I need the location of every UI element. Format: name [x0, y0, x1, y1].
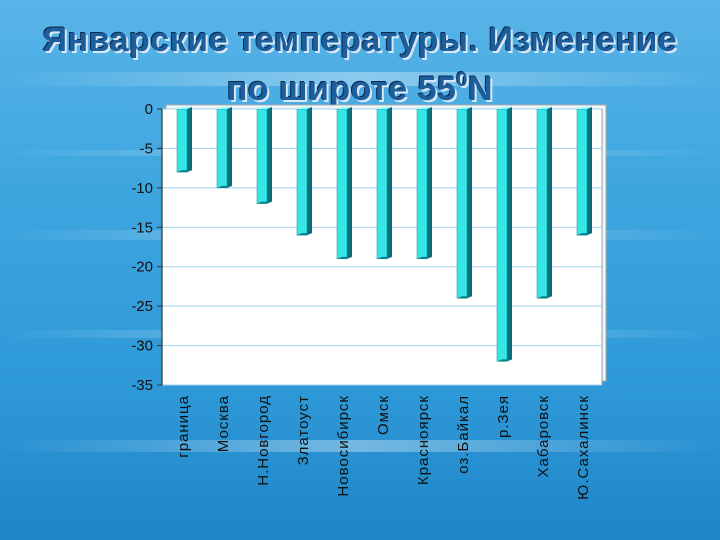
x-category-label: р.Зея	[495, 395, 512, 438]
y-tick-label: 0	[145, 101, 153, 118]
y-tick-label: -25	[131, 298, 153, 315]
bar-side	[307, 107, 312, 236]
bar-top	[497, 107, 512, 109]
bar-front	[256, 108, 268, 204]
bar-side	[427, 107, 432, 259]
title-line-2: по широте 550N	[0, 60, 720, 109]
bar-side	[347, 107, 352, 259]
bar-bottom	[537, 296, 552, 299]
bar-side	[547, 107, 552, 299]
bar-front	[576, 108, 588, 236]
slide-title: Январские температуры. Изменение по широ…	[0, 20, 720, 109]
bar-6	[376, 107, 392, 260]
bar-front	[336, 108, 348, 260]
bar-front	[216, 108, 228, 189]
y-tick-label: -15	[131, 219, 153, 236]
bar-7	[416, 107, 432, 260]
x-category-label: Москва	[215, 395, 232, 452]
bar-top	[337, 107, 352, 109]
x-category-label: Хабаровск	[535, 395, 552, 477]
bar-front	[376, 108, 388, 260]
x-axis-labels: граница Москва Н.Новгород Златоуст Новосибир…	[175, 395, 592, 500]
bar-bottom	[177, 170, 192, 173]
x-category-label: Ю.Сахалинск	[575, 395, 592, 500]
bar-front	[496, 108, 508, 362]
title-line-2-degree: 0	[456, 69, 469, 91]
x-category-label: Н.Новгород	[255, 395, 272, 486]
x-category-label: граница	[175, 395, 192, 458]
y-tick-label: -5	[140, 140, 153, 157]
bar-top	[257, 107, 272, 109]
bar-top	[537, 107, 552, 109]
bar-side	[507, 107, 512, 362]
bar-front	[176, 108, 188, 173]
x-category-label: Омск	[375, 395, 392, 435]
bar-top	[457, 107, 472, 109]
bar-side	[387, 107, 392, 259]
bar-bottom	[377, 256, 392, 259]
bar-bottom	[457, 296, 472, 299]
x-category-label: Новосибирск	[335, 395, 352, 497]
bar-top	[377, 107, 392, 109]
x-category-label: оз.Байкал	[455, 395, 472, 474]
bar-front	[296, 108, 308, 236]
bar-10	[536, 107, 552, 299]
x-category-label: Златоуст	[295, 395, 312, 465]
bar-bottom	[417, 256, 432, 259]
bar-side	[187, 107, 192, 173]
title-line-1: Январские температуры. Изменение	[42, 21, 678, 59]
bar-bottom	[497, 359, 512, 362]
bar-side	[267, 107, 272, 204]
x-category-label: Красноярск	[415, 395, 432, 485]
y-tick-label: -30	[131, 338, 153, 355]
y-tick-label: -35	[131, 377, 153, 394]
bar-5	[336, 107, 352, 260]
title-line-2-prefix: по широте 55	[226, 70, 457, 108]
bar-11	[576, 107, 592, 236]
bar-top	[577, 107, 592, 109]
bar-top	[297, 107, 312, 109]
bar-front	[456, 108, 468, 299]
bar-2	[216, 107, 232, 189]
bar-front	[416, 108, 428, 260]
bar-bottom	[577, 233, 592, 236]
bar-side	[587, 107, 592, 236]
bar-front	[536, 108, 548, 299]
y-axis-ticks: 0 -5 -10 -15 -20 -25 -30 -35	[131, 101, 163, 394]
bar-4	[296, 107, 312, 236]
bar-top	[217, 107, 232, 109]
bar-side	[467, 107, 472, 299]
bars	[176, 107, 592, 362]
bar-side	[227, 107, 232, 188]
bar-bottom	[337, 256, 352, 259]
title-line-2-suffix: N	[468, 70, 494, 108]
bar-3	[256, 107, 272, 204]
bar-bottom	[217, 185, 232, 188]
bar-bottom	[297, 233, 312, 236]
y-tick-label: -20	[131, 259, 153, 276]
y-tick-label: -10	[131, 180, 153, 197]
bar-8	[456, 107, 472, 299]
bar-top	[177, 107, 192, 109]
bar-top	[417, 107, 432, 109]
bar-bottom	[257, 201, 272, 204]
bar-9	[496, 107, 512, 362]
bar-1	[176, 107, 192, 173]
